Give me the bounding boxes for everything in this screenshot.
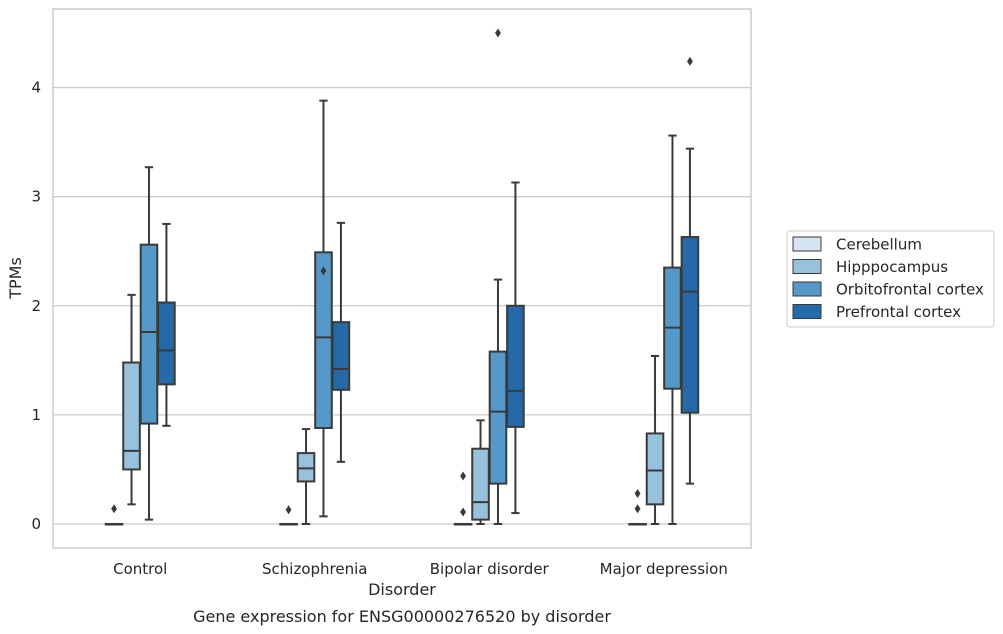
legend-swatch (792, 304, 822, 319)
box-group (331, 221, 351, 463)
box-group (488, 28, 508, 525)
x-axis-label: Disorder (368, 580, 436, 599)
box (680, 236, 700, 414)
box (331, 321, 351, 391)
box (122, 361, 141, 471)
outlier-point (460, 507, 466, 517)
y-tick-label: 0 (31, 515, 41, 533)
box-group (645, 354, 665, 525)
box-group (314, 99, 333, 518)
outlier-point (285, 505, 292, 515)
box-group (506, 181, 525, 515)
chart-caption: Gene expression for ENSG00000276520 by d… (193, 607, 611, 626)
outlier-point (460, 471, 466, 481)
box-group (279, 505, 298, 526)
box (139, 243, 159, 425)
legend-label: Hipppocampus (836, 258, 948, 276)
box-group (104, 504, 124, 526)
box (314, 251, 333, 429)
x-ticks: Control Schizophrenia Bipolar disorder Majo… (113, 560, 728, 578)
outlier-point (111, 504, 117, 514)
x-tick-label: Bipolar disorder (430, 560, 550, 578)
legend-swatch (792, 259, 822, 274)
box-group (628, 488, 647, 526)
legend-label: Prefrontal cortex (836, 303, 961, 321)
plot-background (53, 9, 751, 548)
x-tick-label: Major depression (600, 560, 728, 578)
box (645, 432, 665, 506)
legend-label: Cerebellum (836, 236, 922, 254)
outlier-point (495, 28, 501, 38)
box (506, 304, 525, 428)
y-tick-label: 1 (31, 406, 41, 424)
legend-frame (786, 230, 995, 328)
legend: Cerebellum Hipppocampus Orbitofrontal cort… (786, 230, 995, 328)
legend-swatch (792, 281, 822, 297)
legend-swatch (792, 236, 822, 252)
outlier-point (687, 56, 693, 66)
y-tick-label: 3 (31, 188, 41, 206)
box (471, 447, 490, 521)
box (296, 452, 316, 483)
y-tick-label: 2 (31, 297, 41, 315)
box (488, 350, 508, 485)
y-tick-label: 4 (31, 79, 41, 97)
boxes (104, 28, 700, 526)
x-tick-label: Control (113, 560, 167, 578)
legend-label: Orbitofrontal cortex (836, 281, 984, 299)
x-tick-label: Schizophrenia (262, 560, 367, 578)
plot-frame (52, 8, 752, 549)
box-group (680, 56, 700, 485)
outlier-point (634, 488, 641, 498)
box-group (453, 471, 473, 526)
y-ticks: 0 1 2 3 4 (31, 79, 41, 533)
y-axis-label: TPMs (6, 257, 25, 300)
box (157, 301, 176, 386)
outlier-point (634, 504, 641, 514)
outlier-point (320, 266, 327, 276)
box-group (296, 428, 316, 525)
box-group (157, 222, 176, 427)
